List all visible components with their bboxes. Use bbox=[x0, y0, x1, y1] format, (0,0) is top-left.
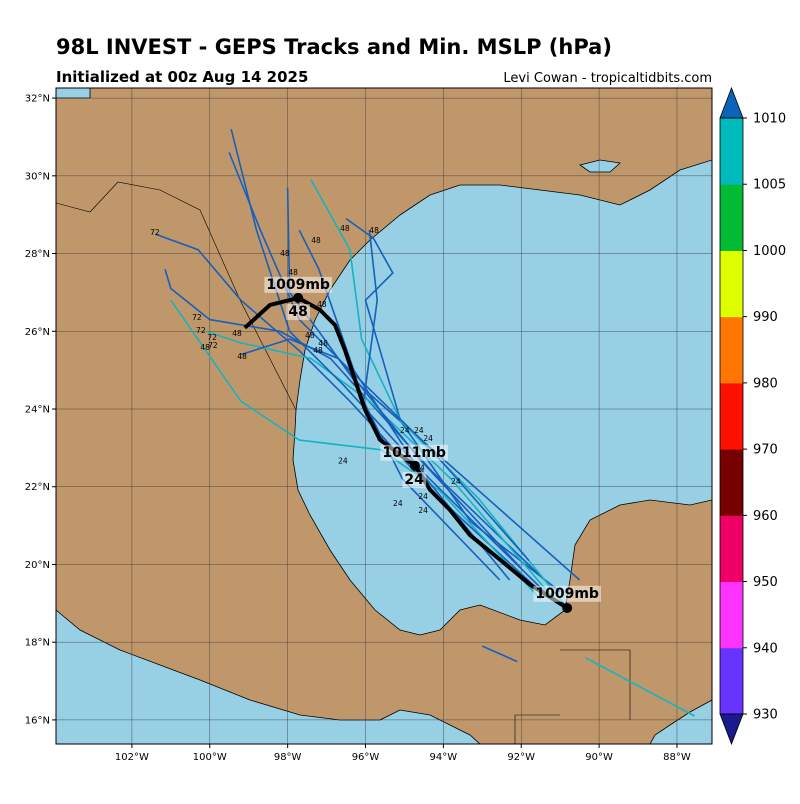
hour-label: 24 bbox=[414, 426, 424, 435]
lake bbox=[579, 159, 621, 173]
hour-label: 24 bbox=[418, 506, 428, 515]
colorbar-over bbox=[719, 86, 744, 119]
mean-position bbox=[562, 602, 573, 613]
colorbar-under bbox=[719, 713, 744, 746]
ensemble-track bbox=[228, 152, 530, 562]
hour-label: 48 bbox=[318, 339, 328, 348]
x-tick-label: 94°W bbox=[430, 752, 458, 763]
caribbean-water bbox=[649, 699, 712, 744]
gulf-water bbox=[292, 159, 712, 636]
hour-label: 24 bbox=[338, 457, 348, 466]
ensemble-track bbox=[310, 179, 571, 612]
annotation: 24 bbox=[404, 472, 424, 488]
hour-label: 24 bbox=[418, 492, 428, 501]
ensemble-track bbox=[481, 645, 518, 663]
colorbar-tick-label: 960 bbox=[753, 509, 778, 524]
colorbar-tick-label: 980 bbox=[753, 376, 778, 391]
annotation: 1009mb bbox=[266, 277, 330, 293]
colorbar-segment bbox=[720, 184, 743, 251]
colorbar-segment bbox=[720, 647, 743, 715]
x-tick-label: 88°W bbox=[663, 752, 691, 763]
mean-position bbox=[409, 460, 420, 471]
chart-title: 98L INVEST - GEPS Tracks and Min. MSLP (… bbox=[56, 35, 612, 59]
annotation: 48 bbox=[288, 304, 307, 320]
hour-label: 48 bbox=[305, 331, 315, 340]
hour-label: 48 bbox=[200, 343, 210, 352]
hour-label: 48 bbox=[237, 352, 247, 361]
ensemble-track bbox=[230, 129, 550, 597]
colorbar-segment bbox=[720, 250, 743, 318]
colorbar-tick-label: 1010 bbox=[753, 112, 786, 127]
ensemble-track bbox=[585, 656, 695, 717]
y-tick-label: 24°N bbox=[25, 405, 50, 416]
x-tick-label: 90°W bbox=[585, 752, 613, 763]
hour-label: 24 bbox=[400, 426, 410, 435]
colorbar-segment bbox=[720, 515, 743, 583]
hour-label: 24 bbox=[423, 434, 433, 443]
colorbar-tick-label: 950 bbox=[753, 575, 778, 590]
hour-label: 48 bbox=[288, 268, 298, 277]
colorbar-segment bbox=[720, 118, 743, 185]
hour-label: 48 bbox=[232, 329, 242, 338]
hour-label: 72 bbox=[196, 326, 206, 335]
colorbar-tick-label: 1000 bbox=[753, 244, 786, 259]
y-tick-label: 30°N bbox=[25, 171, 50, 182]
annotation-box bbox=[402, 471, 427, 488]
colorbar-segment bbox=[720, 382, 743, 450]
annotation-box bbox=[380, 444, 448, 461]
ensemble-track bbox=[170, 299, 542, 600]
annotation-box bbox=[264, 276, 332, 293]
x-tick-label: 102°W bbox=[115, 752, 149, 763]
credit: Levi Cowan - tropicaltidbits.com bbox=[503, 71, 712, 86]
y-tick-label: 18°N bbox=[25, 638, 50, 649]
hour-label: 72 bbox=[192, 313, 202, 322]
colorbar-tick-label: 990 bbox=[753, 310, 778, 325]
mean-track bbox=[243, 295, 569, 610]
y-tick-label: 26°N bbox=[25, 327, 50, 338]
ensemble-track bbox=[345, 217, 561, 593]
y-tick-label: 22°N bbox=[25, 482, 50, 493]
colorbar-tick-label: 940 bbox=[753, 641, 778, 656]
colorbar-frame bbox=[719, 117, 744, 715]
colorbar-tick-label: 970 bbox=[753, 443, 778, 458]
subtitle: Initialized at 00z Aug 14 2025 bbox=[56, 68, 308, 86]
x-tick-label: 100°W bbox=[193, 752, 227, 763]
hour-label: 24 bbox=[451, 477, 461, 486]
mean-position bbox=[293, 292, 304, 303]
x-tick-label: 92°W bbox=[507, 752, 535, 763]
colorbar-segment bbox=[720, 581, 743, 649]
hour-label: 48 bbox=[369, 226, 379, 235]
annotation-box bbox=[533, 585, 601, 602]
map-frame bbox=[55, 87, 713, 745]
x-tick-label: 96°W bbox=[352, 752, 380, 763]
y-tick-label: 20°N bbox=[25, 560, 50, 571]
hour-label: 48 bbox=[280, 249, 290, 258]
annotation: 1009mb bbox=[535, 586, 599, 602]
colorbar-tick-label: 1005 bbox=[753, 178, 786, 193]
hour-label: 24 bbox=[393, 499, 403, 508]
hour-label: 48 bbox=[340, 224, 350, 233]
hour-label: 72 bbox=[208, 341, 218, 350]
hour-label: 24 bbox=[415, 464, 425, 473]
y-tick-label: 28°N bbox=[25, 249, 50, 260]
hour-label: 48 bbox=[311, 236, 321, 245]
hour-label: 48 bbox=[317, 300, 327, 309]
annotation-box bbox=[286, 304, 310, 321]
hour-label: 72 bbox=[207, 333, 217, 342]
colorbar-segment bbox=[720, 449, 743, 516]
x-tick-label: 98°W bbox=[274, 752, 302, 763]
colorbar-tick-label: 930 bbox=[753, 708, 778, 723]
y-tick-label: 32°N bbox=[25, 94, 50, 105]
colorbar-segment bbox=[720, 316, 743, 384]
hour-label: 48 bbox=[313, 346, 323, 355]
y-tick-label: 16°N bbox=[25, 715, 50, 726]
annotation: 1011mb bbox=[382, 445, 446, 461]
ensemble-track bbox=[205, 330, 555, 600]
hour-label: 72 bbox=[150, 228, 160, 237]
island-water bbox=[56, 88, 91, 99]
